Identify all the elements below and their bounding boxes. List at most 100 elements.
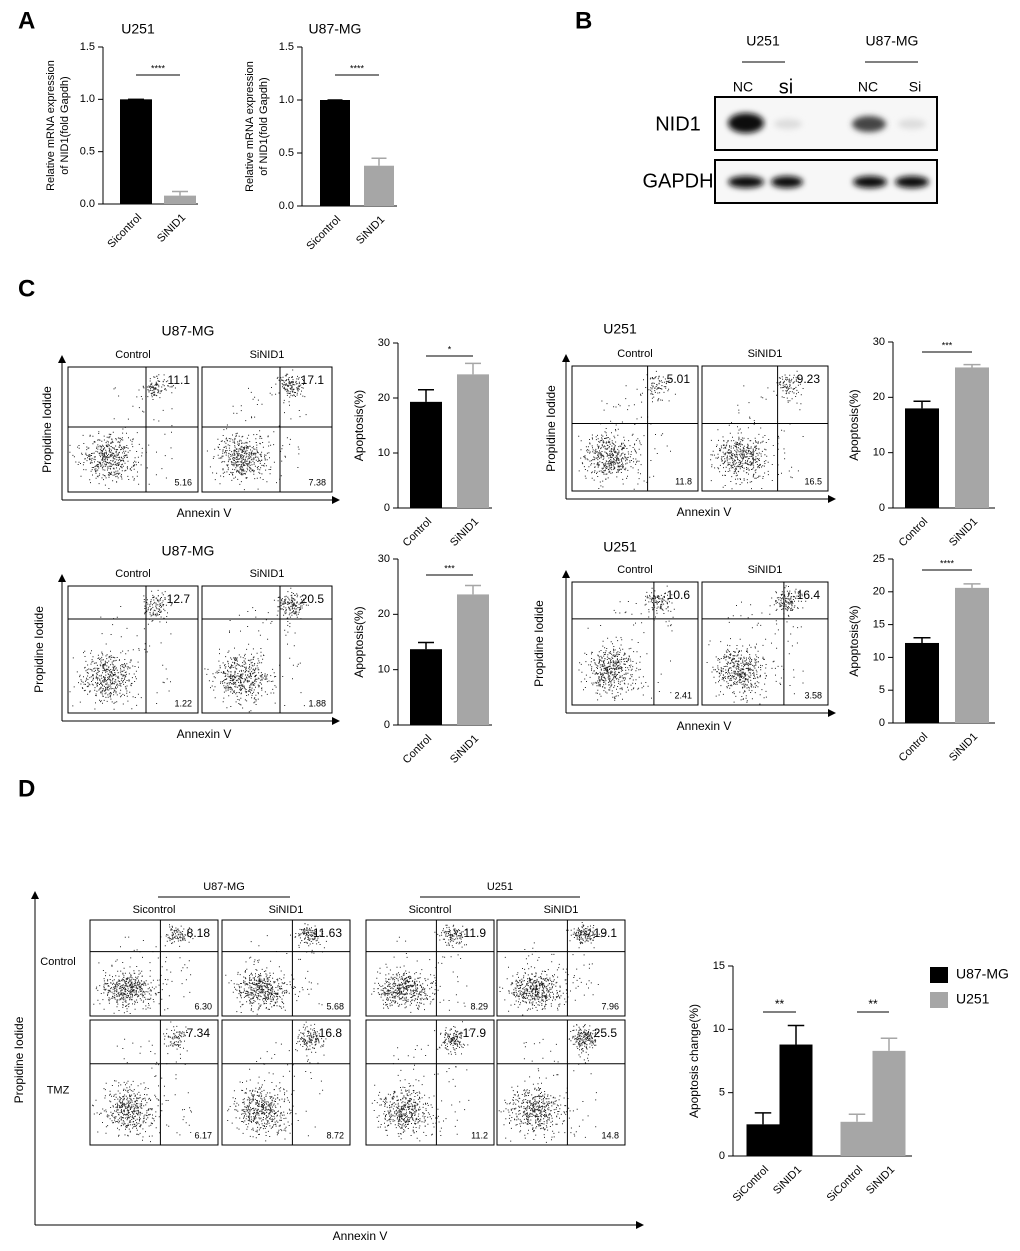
bar [905,642,939,723]
quadrant-value: 1.88 [308,698,326,708]
y-tick-label: 0 [384,502,390,514]
flow-plot [221,919,351,1017]
flow-events [206,369,307,491]
y-axis-label: of NID1(fold Gapdh) [258,77,270,175]
x-tick-label: Control [401,733,435,767]
error-bar [465,362,481,375]
quadrant-value: 8.18 [187,926,211,940]
quadrant-value: 11.2 [471,1130,488,1140]
flow-plot [221,1019,351,1146]
bar [779,1044,813,1156]
y-tick-label: 0 [879,502,885,514]
quadrant-value: 11.1 [168,373,191,387]
y-tick-label: 0.0 [279,200,294,212]
error-bar [880,1037,898,1051]
y-axis-label: Propidine Iodide [12,1016,26,1103]
x-tick-label: SiControl [731,1164,771,1204]
legend-swatch [930,967,948,983]
y-tick-label: 20 [873,391,885,403]
error-bar [418,389,434,402]
flow-events [225,923,327,1015]
panel-label: C [18,275,35,302]
flow-events [371,924,468,1013]
significance: **** [350,63,365,73]
x-tick-label: SiNID1 [864,1164,897,1197]
y-tick-label: 10 [378,664,390,676]
blot-bands [728,113,929,188]
bar [364,165,394,206]
panel-label: D [18,775,35,802]
y-axis-label: of NID1(fold Gapdh) [59,76,71,174]
significance: ** [775,997,785,1011]
panel-label: A [18,7,35,34]
quadrant-value: 2.41 [674,690,692,700]
y-axis-label: Relative mRNA expression [244,61,256,192]
flow-events [92,1021,192,1143]
flow-events [578,370,676,490]
bar [746,1124,780,1156]
y-axis-label: Propidine Iodide [32,606,46,693]
x-axis-label: Annexin V [677,505,732,519]
column-label: Sicontrol [409,904,452,916]
x-tick-label: Sicontrol [105,212,144,251]
y-axis-label: Propidine Iodide [532,600,546,687]
flow-plot [496,919,626,1017]
column-label: SiNID1 [250,349,285,361]
x-tick-label: SiNID1 [947,516,980,549]
x-axis-label: Annexin V [177,727,232,741]
quadrant-value: 16.4 [797,588,821,602]
quadrant-value: 12.7 [167,592,191,606]
y-tick-label: 25 [873,553,885,565]
error-bar [418,641,434,650]
x-tick-label: SiNID1 [771,1164,804,1197]
x-axis-label: Annexin V [677,719,732,733]
y-axis-label: Apoptosis(%) [847,389,861,460]
flow-events [499,922,605,1016]
chart-title: U87-MG [309,21,362,37]
y-tick-label: 5 [879,684,885,696]
bar [955,367,989,508]
flow-plot [701,365,829,492]
y-tick-label: 0 [879,717,885,729]
bar [872,1050,906,1156]
quadrant-value: 11.9 [464,926,487,940]
quadrant-value: 8.72 [326,1130,344,1140]
flow-header: U87-MG [203,881,245,893]
x-tick-label: Control [897,516,931,550]
bar [410,649,442,725]
blot-lane: si [779,76,793,98]
quadrant-value: 20.5 [301,592,325,606]
column-label: SiNID1 [250,568,285,580]
x-tick-label: SiNID1 [448,733,481,766]
significance: **** [151,63,166,73]
flow-plot [365,919,495,1017]
y-tick-label: 1.0 [279,94,294,106]
significance: *** [444,563,455,573]
x-tick-label: SiNID1 [354,214,387,247]
bar [457,374,489,508]
y-axis-label: Propidine Iodide [40,386,54,473]
flow-events [204,587,309,713]
panel-label: B [575,7,592,34]
legend-swatch [930,992,948,1008]
flow-plot [365,1019,495,1146]
error-bar [172,190,188,196]
significance: *** [942,340,953,350]
quadrant-value: 17.9 [463,1026,487,1040]
flow-title: U87-MG [162,543,215,559]
bar [410,401,442,508]
x-tick-label: Sicontrol [304,214,343,253]
x-tick-label: SiNID1 [155,212,188,245]
flow-plot [67,366,199,493]
flow-title: U87-MG [162,323,215,339]
y-tick-label: 30 [873,336,885,348]
x-axis-label: Annexin V [177,506,232,520]
legend-label: U87-MG [956,966,1009,982]
column-label: Control [115,568,150,580]
y-axis-label: Apoptosis(%) [352,606,366,677]
y-axis-label: Relative mRNA expression [45,60,57,191]
y-tick-label: 5 [719,1087,725,1099]
significance: ** [868,997,878,1011]
blot-group: U87-MG [866,33,919,49]
